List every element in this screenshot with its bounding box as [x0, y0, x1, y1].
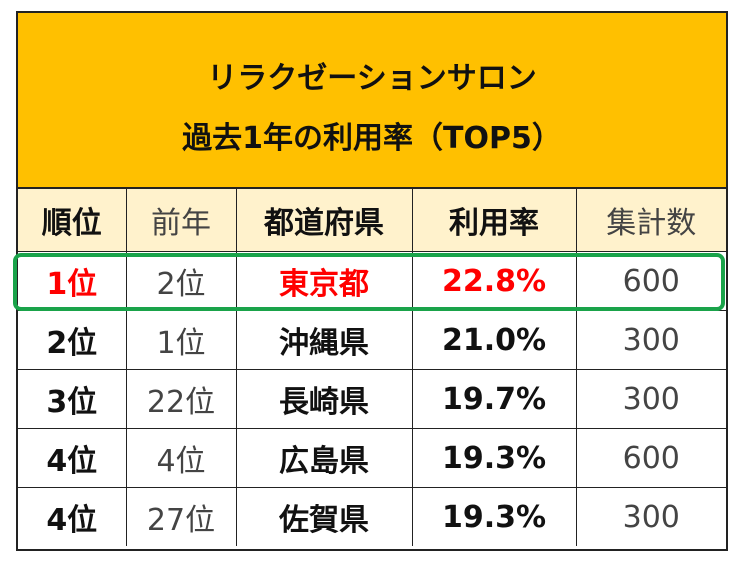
rank-cell: 4位: [18, 428, 127, 488]
prefecture-cell: 長崎県: [235, 369, 413, 429]
column-header-prefecture: 都道府県: [235, 189, 413, 252]
column-header-rank: 順位: [18, 189, 127, 252]
usage-rate-cell: 22.8%: [411, 251, 577, 311]
prefecture-cell: 広島県: [235, 428, 413, 488]
title-line-1: リラクゼーションサロン: [207, 61, 537, 96]
prefecture-cell: 佐賀県: [235, 487, 413, 546]
column-header-row: 順位 前年 都道府県 利用率 集計数: [18, 189, 726, 252]
column-header-usage-rate: 利用率: [411, 189, 577, 252]
table-row: 2位 1位 沖縄県 21.0% 300: [18, 310, 726, 370]
count-cell: 600: [575, 428, 726, 488]
table-row: 4位 4位 広島県 19.3% 600: [18, 428, 726, 488]
previous-rank-cell: 4位: [125, 428, 237, 488]
ranking-table-frame: リラクゼーションサロン 過去1年の利用率（TOP5） 順位 前年 都道府県 利用…: [16, 11, 728, 551]
rank-cell: 2位: [18, 310, 127, 370]
prefecture-cell: 東京都: [235, 251, 413, 311]
table-row: 3位 22位 長崎県 19.7% 300: [18, 369, 726, 429]
column-header-previous-year: 前年: [125, 189, 237, 252]
previous-rank-cell: 22位: [125, 369, 237, 429]
previous-rank-cell: 2位: [125, 251, 237, 311]
previous-rank-cell: 27位: [125, 487, 237, 546]
column-header-count: 集計数: [575, 189, 726, 252]
usage-rate-cell: 19.3%: [411, 487, 577, 546]
usage-rate-cell: 21.0%: [411, 310, 577, 370]
count-cell: 300: [575, 487, 726, 546]
table-row: 1位 2位 東京都 22.8% 600: [18, 251, 726, 311]
rank-cell: 1位: [18, 251, 127, 311]
count-cell: 600: [575, 251, 726, 311]
usage-rate-cell: 19.7%: [411, 369, 577, 429]
rank-cell: 3位: [18, 369, 127, 429]
rank-cell: 4位: [18, 487, 127, 546]
usage-rate-cell: 19.3%: [411, 428, 577, 488]
count-cell: 300: [575, 369, 726, 429]
title-line-2: 過去1年の利用率（TOP5）: [182, 121, 562, 156]
count-cell: 300: [575, 310, 726, 370]
ranking-table: 順位 前年 都道府県 利用率 集計数 1位 2位 東京都 22.8% 600 2…: [18, 189, 726, 546]
prefecture-cell: 沖縄県: [235, 310, 413, 370]
previous-rank-cell: 1位: [125, 310, 237, 370]
title-block: リラクゼーションサロン 過去1年の利用率（TOP5）: [18, 13, 726, 189]
table-row: 4位 27位 佐賀県 19.3% 300: [18, 487, 726, 546]
